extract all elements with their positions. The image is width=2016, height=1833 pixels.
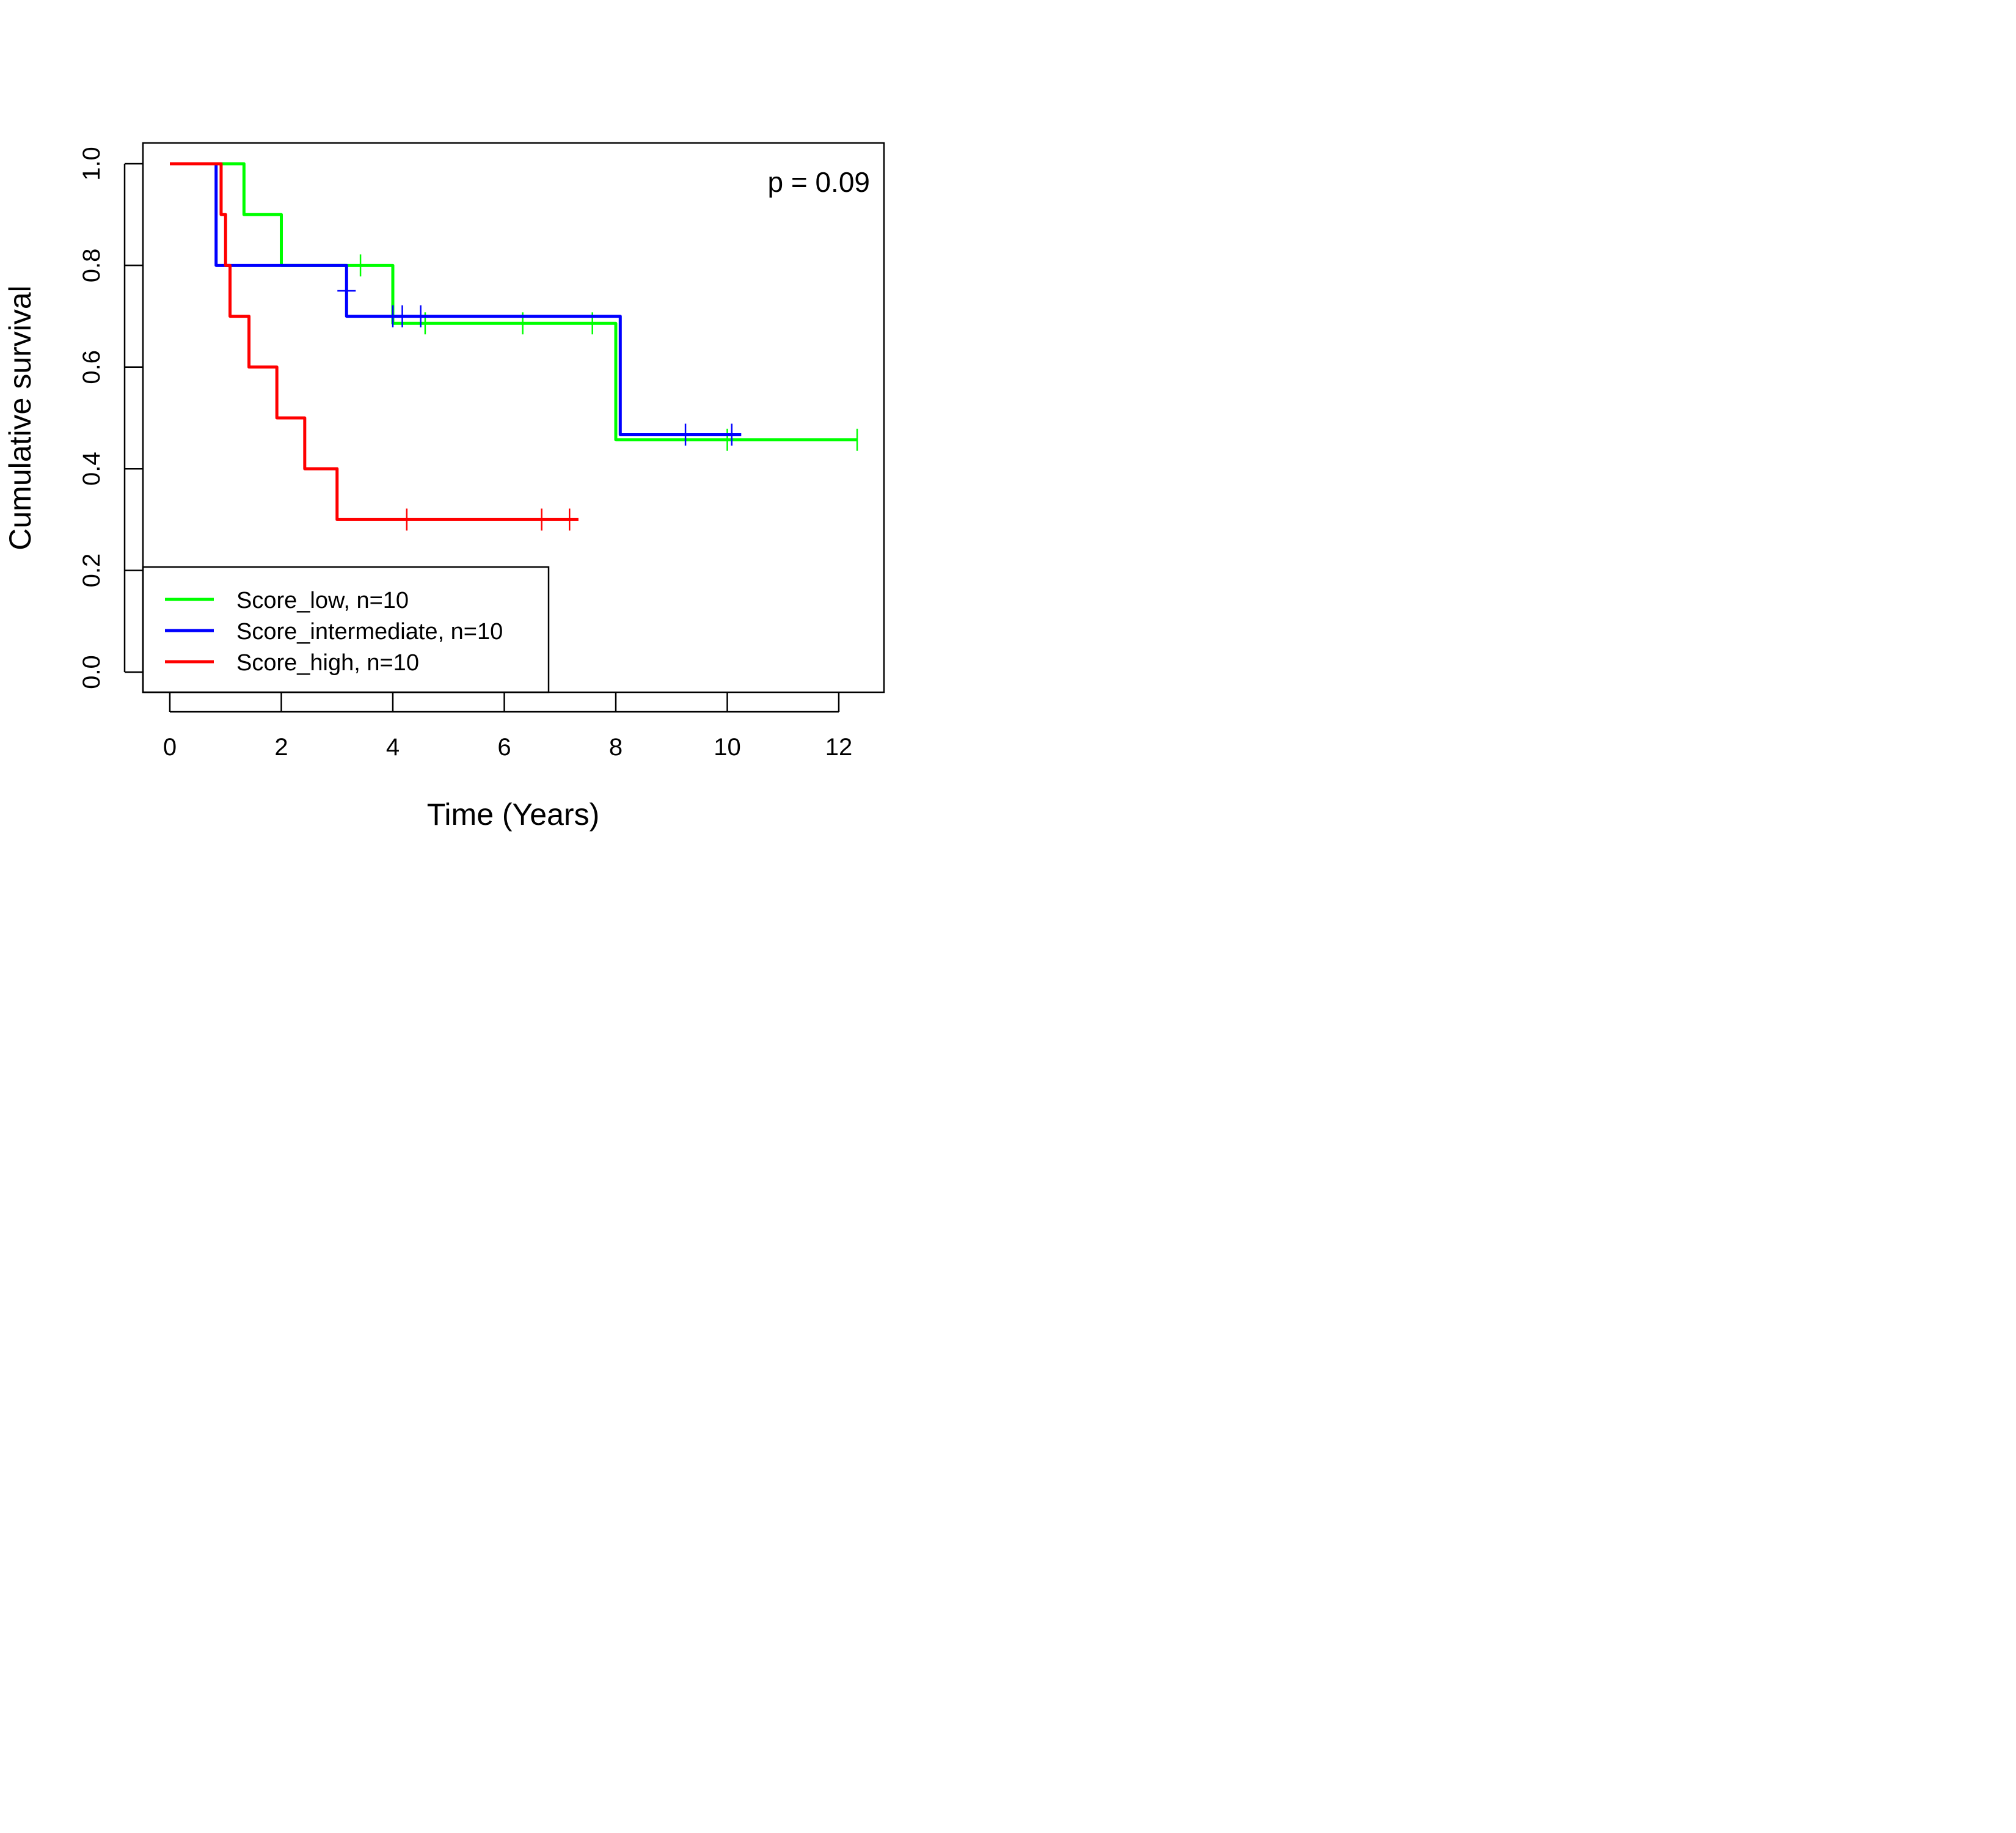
x-axis-title: Time (Years) <box>427 797 599 832</box>
x-tick-label: 2 <box>274 734 288 761</box>
x-tick-label: 10 <box>714 734 741 761</box>
y-tick-label: 0.8 <box>78 249 105 283</box>
legend-label-high: Score_high, n=10 <box>236 650 419 676</box>
y-axis: 0.0 0.2 0.4 0.6 0.8 1.0 <box>78 147 143 689</box>
x-axis: 0 2 4 6 8 10 12 <box>163 692 852 761</box>
x-tick-label: 8 <box>609 734 623 761</box>
plot-frame <box>142 142 885 693</box>
survival-step-line <box>170 162 858 442</box>
series-1 <box>170 162 742 446</box>
series-2 <box>170 162 579 531</box>
survival-step-line <box>170 162 579 521</box>
y-axis-title: Cumulative survival <box>3 285 37 550</box>
x-tick-label: 0 <box>163 734 177 761</box>
series-0 <box>170 162 858 451</box>
x-tick-label: 4 <box>386 734 400 761</box>
legend-label-intermediate: Score_intermediate, n=10 <box>236 619 503 645</box>
y-tick-label: 0.0 <box>78 655 105 689</box>
survival-chart: Score_low, n=10 Score_intermediate, n=10… <box>3 142 885 832</box>
legend: Score_low, n=10 Score_intermediate, n=10… <box>142 566 550 693</box>
y-tick-label: 0.4 <box>78 452 105 486</box>
survival-step-line <box>170 162 742 436</box>
x-tick-label: 6 <box>497 734 511 761</box>
y-tick-label: 0.2 <box>78 554 105 588</box>
legend-label-low: Score_low, n=10 <box>236 588 409 613</box>
y-tick-label: 0.6 <box>78 350 105 384</box>
x-tick-label: 12 <box>825 734 853 761</box>
p-value-annotation: p = 0.09 <box>767 166 870 198</box>
y-tick-label: 1.0 <box>78 147 105 181</box>
survival-curves <box>170 162 858 531</box>
